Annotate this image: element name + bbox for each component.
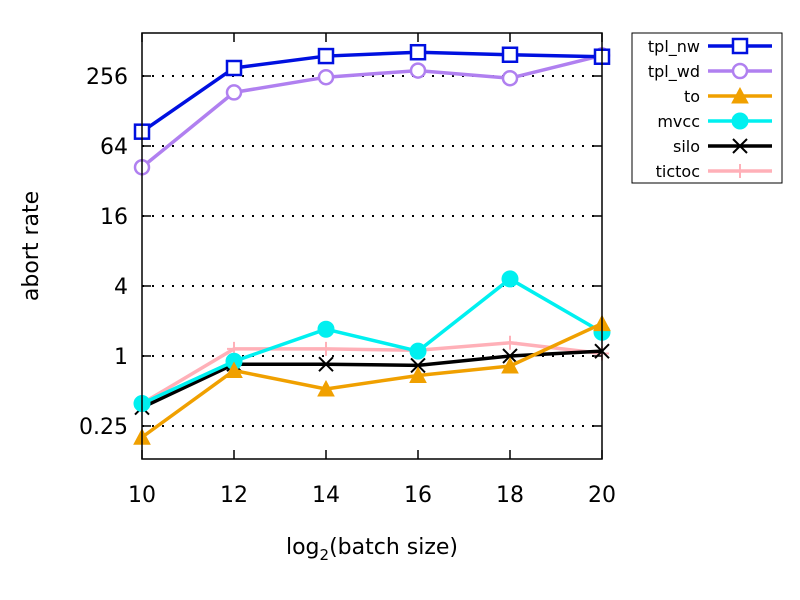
x-tick-label: 18 [496, 483, 524, 508]
legend-label: tictoc [656, 162, 700, 181]
x-axis-label-subscript: 2 [320, 546, 330, 564]
point [409, 62, 427, 79]
point [225, 361, 243, 379]
point [502, 348, 518, 364]
series-line [141, 50, 603, 134]
point [317, 379, 335, 397]
point [731, 112, 749, 130]
x-tick-label: 10 [128, 483, 156, 508]
y-tick-label: 0.25 [79, 415, 128, 440]
y-tick-label: 16 [100, 205, 128, 230]
point [319, 341, 333, 356]
series-line [140, 53, 603, 169]
legend-entry: silo [673, 137, 772, 156]
series-tpl_nw [133, 43, 611, 140]
legend-label: silo [673, 137, 700, 156]
x-axis-label: log2(batch size) [286, 535, 458, 564]
legend-label: to [684, 87, 700, 106]
x-tick-label: 16 [404, 483, 432, 508]
series-line [141, 340, 603, 406]
y-tick-label: 4 [114, 275, 128, 300]
series-line [141, 349, 603, 410]
legend-entry: tpl_nw [648, 37, 772, 57]
x-axis: 10 12 14 16 18 20 [128, 33, 616, 508]
point [409, 366, 427, 383]
series-tpl_wd [133, 47, 611, 176]
point [501, 270, 519, 288]
point [225, 84, 243, 101]
point [318, 356, 334, 372]
legend-entry: to [684, 86, 772, 106]
point [225, 59, 243, 77]
point [409, 342, 427, 360]
series-line [140, 321, 603, 439]
point [733, 164, 747, 178]
grid [142, 75, 602, 427]
x-tick-label: 20 [588, 483, 616, 508]
point [409, 43, 427, 61]
point [731, 37, 749, 55]
point [731, 86, 749, 104]
x-tick-label: 12 [220, 483, 248, 508]
legend-entry: mvcc [657, 112, 772, 131]
legend-label: tpl_wd [648, 62, 700, 82]
point [732, 138, 748, 154]
x-tick-label: 14 [312, 483, 340, 508]
x-axis-label-main: log [286, 535, 320, 560]
legend-entry: tictoc [656, 162, 772, 181]
point [317, 68, 335, 86]
y-axis-label: abort rate [19, 191, 44, 301]
legend-label: mvcc [657, 112, 700, 131]
y-tick-label: 1 [114, 345, 128, 370]
legend-box [631, 32, 783, 184]
y-tick-label: 64 [100, 135, 128, 160]
legend-entry: tpl_wd [648, 62, 772, 82]
point [410, 357, 426, 374]
point [731, 62, 749, 80]
y-axis: 0.25 1 4 16 64 256 [79, 65, 602, 440]
series-to [133, 314, 611, 445]
point [501, 69, 519, 87]
point [501, 356, 519, 374]
point [501, 46, 519, 64]
y-tick-label: 256 [86, 65, 128, 90]
plot-frame [141, 32, 603, 460]
point [317, 47, 335, 65]
series-line [141, 277, 603, 406]
point [503, 335, 517, 350]
legend-label: tpl_nw [648, 37, 700, 57]
series-layer [133, 43, 611, 445]
x-axis-label-rest: (batch size) [329, 535, 458, 560]
point [317, 320, 335, 338]
